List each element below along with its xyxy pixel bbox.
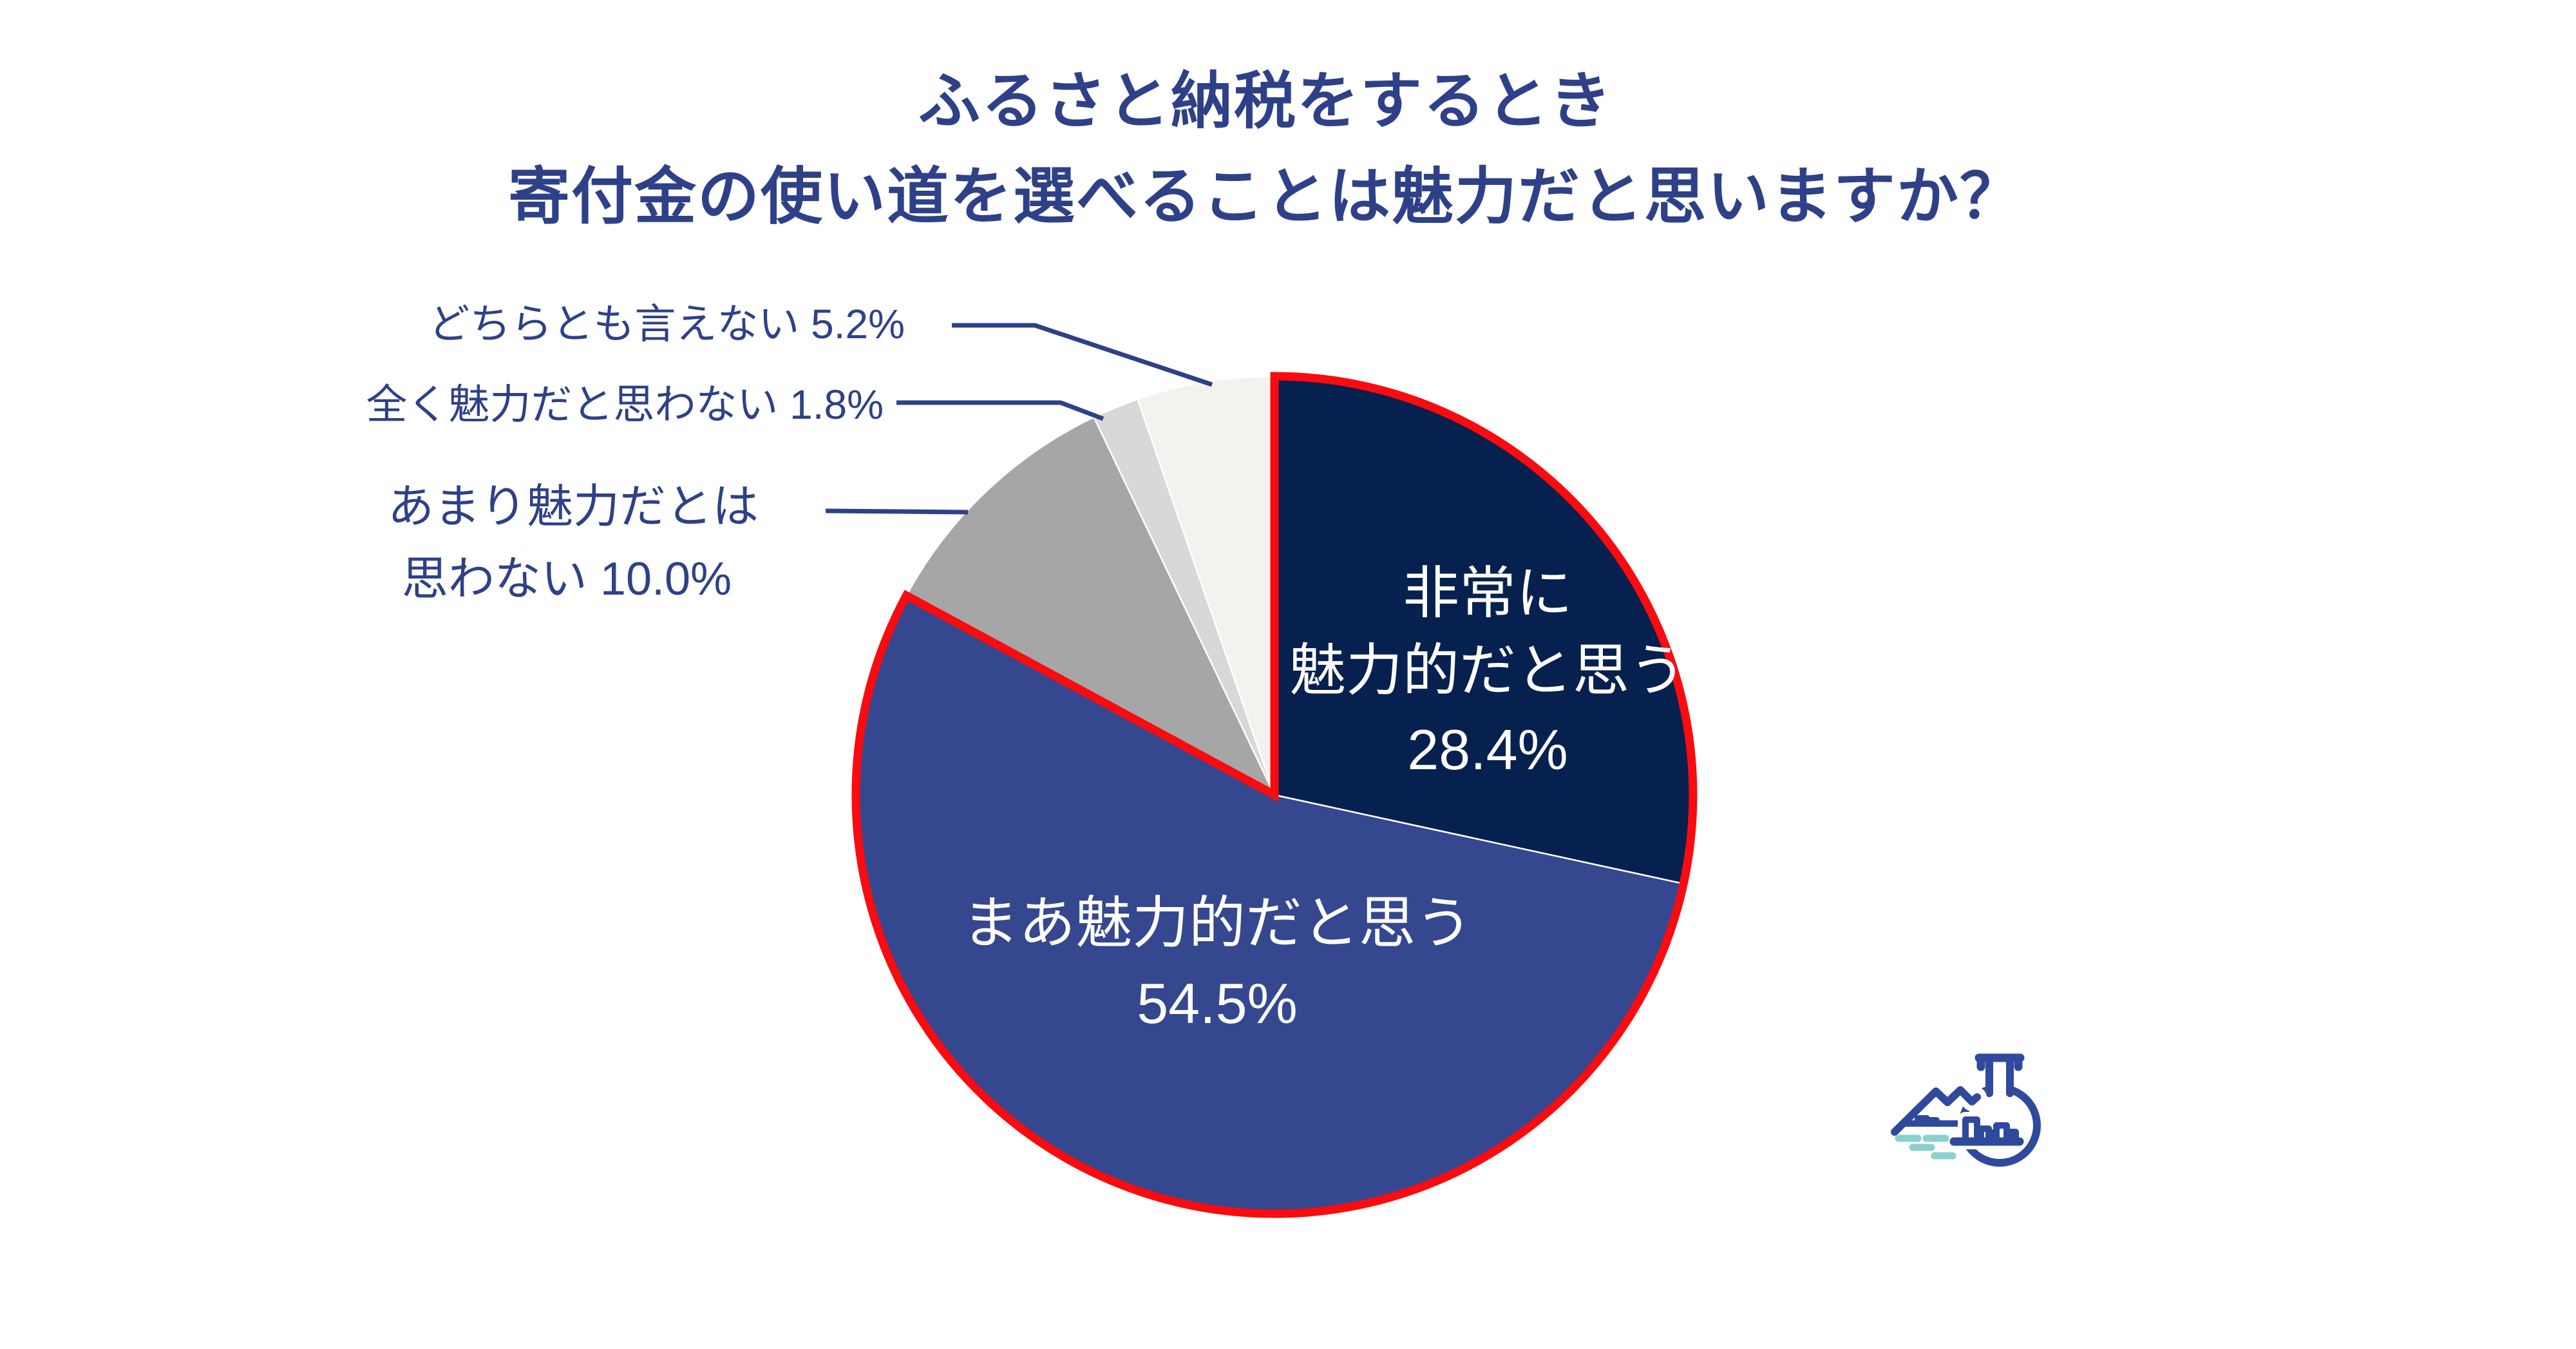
- pie-slice-0: [1273, 375, 1694, 885]
- highlight-outline-path: [851, 372, 1698, 1218]
- pie-slice-2: [905, 416, 1276, 797]
- leader-line-neutral: [952, 323, 1213, 387]
- leader-line-not-really: [825, 508, 969, 515]
- mountain-icon: [1891, 1086, 1981, 1136]
- flask-lip: [1975, 1053, 2025, 1071]
- slice-label-somewhat-pct: 54.5%: [1137, 971, 1298, 1035]
- slice-label-very-pct: 28.4%: [1407, 718, 1568, 781]
- callout-label-not-at-all: 全く魅力だと思わない 1.8%: [366, 381, 884, 428]
- chart-title: ふるさと納税をするとき 寄付金の使い道を選べることは魅力だと思いますか？: [235, 54, 2296, 245]
- flask-neck: [1985, 1058, 2014, 1097]
- skyline-icon: [1962, 1116, 2019, 1141]
- slice-label-somewhat-line1: まあ魅力的だと思う: [962, 891, 1472, 955]
- chart-title-line1: ふるさと納税をするとき: [918, 67, 1613, 136]
- pie-highlight-outline: [851, 372, 1698, 1218]
- callout-label-not-really-line1: あまり魅力だとは: [388, 481, 759, 533]
- flask-neck-opening: [1991, 1083, 2009, 1100]
- slice-label-very-line1: 非常に: [1403, 561, 1573, 625]
- callout-label-not-really-line2: 思わない 10.0%: [402, 553, 732, 605]
- island-icon: [1902, 1115, 1961, 1127]
- water-dashes-icon: [1895, 1134, 1956, 1160]
- pie-slices: [855, 375, 1694, 1215]
- company-logo: [1885, 1053, 2041, 1167]
- leader-line-not-at-all: [896, 400, 1104, 421]
- slice-label-very-line2: 魅力的だと思う: [1289, 638, 1686, 702]
- chart-title-line2: 寄付金の使い道を選べることは魅力だと思いますか？: [508, 162, 2023, 231]
- callout-label-neutral: どちらとも言えない 5.2%: [428, 301, 905, 347]
